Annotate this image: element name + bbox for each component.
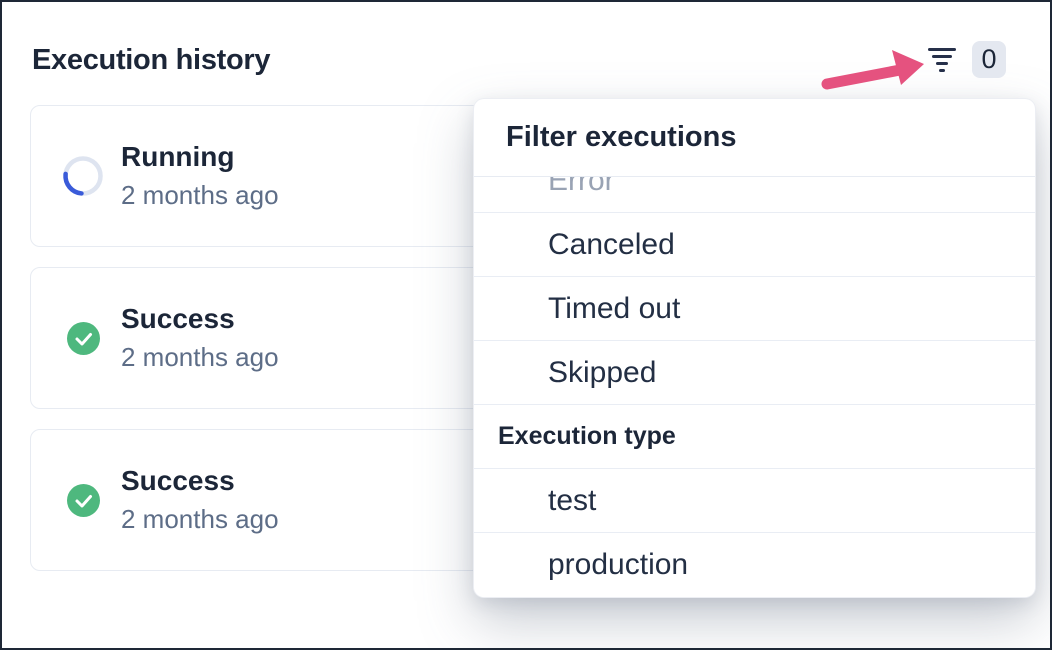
page-title: Execution history: [32, 44, 271, 76]
filter-count-badge[interactable]: 0: [972, 41, 1006, 78]
filter-option-list: Error Canceled Timed out Skipped Executi…: [474, 177, 1035, 597]
execution-card-text: Success 2 months ago: [121, 465, 279, 535]
annotation-arrow: [821, 50, 924, 90]
filter-section-execution-type: Execution type: [474, 405, 1035, 469]
spinner-icon: [61, 155, 105, 197]
execution-time: 2 months ago: [121, 504, 279, 534]
execution-time: 2 months ago: [121, 342, 279, 372]
filter-icon[interactable]: [928, 48, 956, 76]
filter-option-error[interactable]: Error: [474, 177, 1035, 213]
execution-card-text: Success 2 months ago: [121, 303, 279, 373]
filter-option-production[interactable]: production: [474, 533, 1035, 597]
execution-status: Success: [121, 303, 235, 334]
check-icon: [61, 483, 105, 517]
filter-option-skipped[interactable]: Skipped: [474, 341, 1035, 405]
check-icon: [61, 321, 105, 355]
filter-option-canceled[interactable]: Canceled: [474, 213, 1035, 277]
filter-option-timed-out[interactable]: Timed out: [474, 277, 1035, 341]
execution-card-text: Running 2 months ago: [121, 141, 279, 211]
execution-time: 2 months ago: [121, 180, 279, 210]
execution-status: Running: [121, 141, 235, 172]
filter-option-test[interactable]: test: [474, 469, 1035, 533]
execution-status: Success: [121, 465, 235, 496]
filter-executions-dropdown: Filter executions Error Canceled Timed o…: [474, 99, 1035, 597]
filter-panel-title: Filter executions: [474, 99, 1035, 177]
